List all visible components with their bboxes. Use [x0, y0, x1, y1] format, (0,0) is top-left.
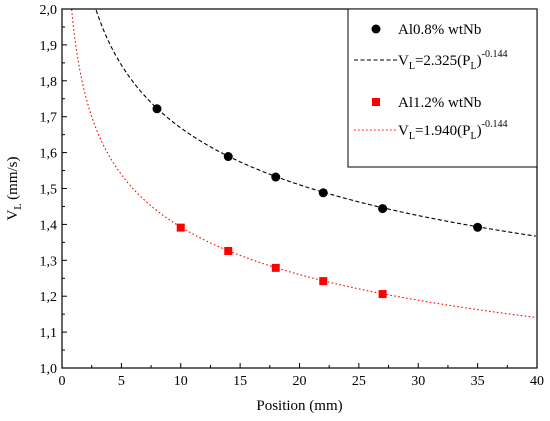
axis-ticks: 0 5 10 15 20 25 30 35 40 1,0 1,1 1,2 1,3 1,4 1,5 1,6 1,7…	[40, 3, 545, 389]
fit-1-exponent: -0.144	[482, 119, 508, 130]
fit-1-v: V	[398, 123, 409, 139]
data-point-series-0	[473, 222, 483, 232]
data-point-series-0	[152, 104, 162, 114]
x-tick-label: 25	[352, 374, 366, 389]
x-tick-label: 40	[530, 374, 544, 389]
fit-0-v: V	[398, 53, 409, 69]
fit-0-paren: )	[477, 53, 482, 69]
y-axis-label: VL (mm/s)	[5, 156, 24, 220]
y-tick-label: 1,1	[40, 326, 58, 341]
legend-label-series-1: Al1.2% wtNb	[398, 95, 481, 111]
legend-label-fit-1: VL=1.940(PL)-0.144	[398, 119, 507, 142]
data-point-series-0	[318, 188, 328, 198]
y-tick-label: 1,3	[40, 254, 58, 269]
fit-1-v-sub: L	[409, 131, 415, 142]
y-tick-label: 1,5	[40, 183, 58, 198]
data-point-series-1	[271, 263, 280, 272]
data-point-series-1	[176, 223, 185, 232]
fit-0-p-sub: L	[471, 61, 477, 72]
legend-entry-series-1: Al1.2% wtNb	[372, 95, 481, 111]
x-tick-label: 35	[471, 374, 485, 389]
y-tick-label: 1,9	[40, 39, 58, 54]
y-tick-label: 2,0	[40, 3, 58, 18]
fit-curve-1	[71, 9, 536, 318]
data-point-series-1	[319, 277, 328, 286]
x-axis-label: Position (mm)	[256, 398, 342, 414]
legend-label-series-0: Al0.8% wtNb	[398, 22, 481, 38]
data-point-series-0	[223, 152, 233, 162]
fit-0-exponent: -0.144	[482, 49, 508, 60]
y-tick-label: 1,6	[40, 147, 58, 162]
fit-0-v-sub: L	[409, 61, 415, 72]
x-tick-label: 15	[233, 374, 247, 389]
y-tick-label: 1,7	[40, 111, 58, 126]
data-point-series-1	[224, 246, 233, 255]
y-axis-label-unit: (mm/s)	[5, 156, 21, 203]
fit-curves	[71, 9, 536, 318]
y-tick-label: 1,4	[40, 218, 58, 233]
data-point-series-0	[378, 204, 388, 214]
fit-0-expr: =2.325(P	[415, 53, 471, 69]
legend: Al0.8% wtNb VL=2.325(PL)-0.144 Al1.2% wt…	[347, 8, 538, 168]
legend-entry-series-0: Al0.8% wtNb	[371, 22, 481, 38]
data-points	[152, 104, 483, 299]
fit-1-expr: =1.940(P	[415, 123, 471, 139]
legend-box	[347, 8, 538, 168]
y-tick-label: 1,2	[40, 290, 58, 305]
legend-marker-circle	[371, 24, 381, 34]
y-tick-label: 1,8	[40, 75, 58, 90]
legend-entry-fit-0: VL=2.325(PL)-0.144	[354, 49, 507, 72]
legend-entry-fit-1: VL=1.940(PL)-0.144	[354, 119, 507, 142]
x-tick-label: 10	[174, 374, 188, 389]
x-tick-label: 5	[118, 374, 125, 389]
fit-curve-0	[95, 9, 536, 237]
legend-marker-square	[372, 98, 380, 106]
y-tick-label: 1,0	[40, 362, 58, 377]
x-tick-label: 20	[293, 374, 307, 389]
x-tick-label: 0	[59, 374, 66, 389]
fit-1-p-sub: L	[471, 131, 477, 142]
fit-1-paren: )	[477, 123, 482, 139]
y-axis-label-sub: L	[13, 204, 24, 210]
legend-label-fit-0: VL=2.325(PL)-0.144	[398, 49, 507, 72]
data-point-series-0	[271, 172, 281, 182]
y-axis-label-main: V	[5, 210, 21, 221]
x-tick-label: 30	[411, 374, 425, 389]
data-point-series-1	[378, 290, 387, 299]
